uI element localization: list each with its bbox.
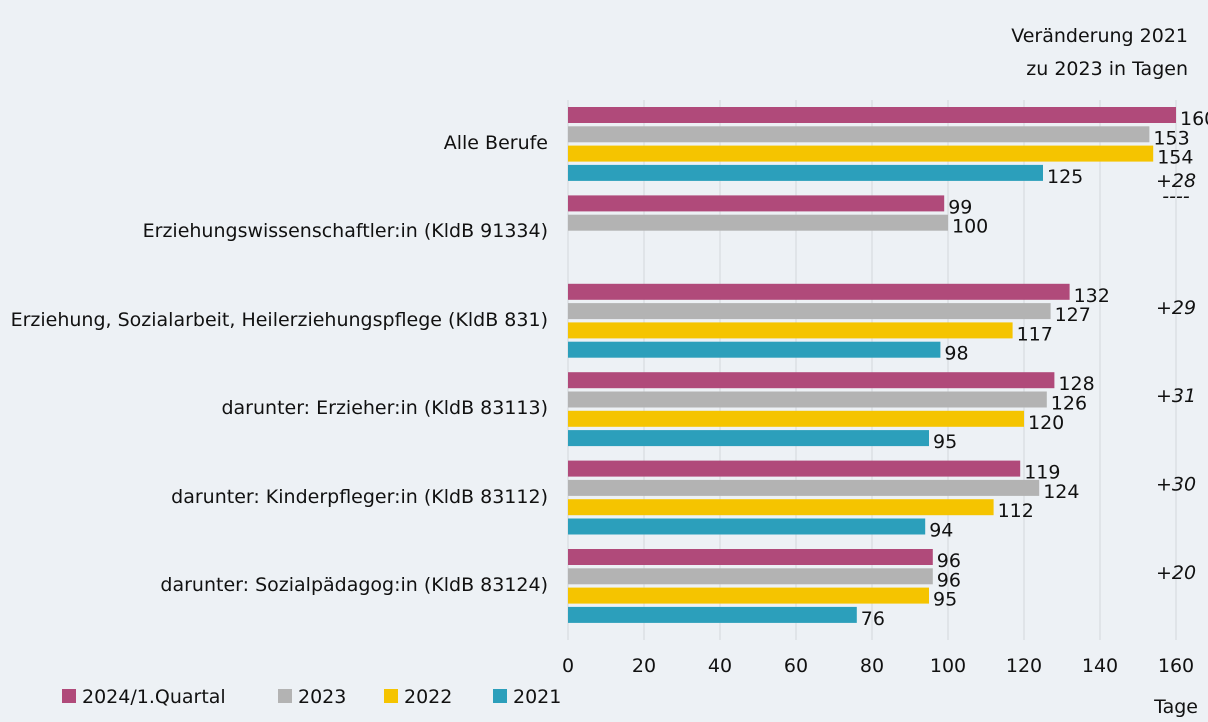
x-axis-label: Tage: [1153, 696, 1198, 718]
category-label: darunter: Erzieher:in (KldB 83113): [221, 393, 548, 423]
bar: [568, 410, 1024, 427]
bar: [568, 107, 1176, 123]
value-label: 76: [861, 608, 885, 630]
bar: [568, 460, 1021, 477]
change-annotation: +28: [1156, 170, 1196, 192]
change-annotation: +29: [1156, 297, 1196, 319]
change-title: Veränderung 2021: [1011, 25, 1188, 47]
bar: [568, 430, 929, 447]
value-label: 132: [1074, 285, 1110, 307]
x-tick-label: 100: [930, 655, 966, 677]
bar: [568, 214, 948, 231]
value-label: 127: [1055, 304, 1091, 326]
value-label: 120: [1028, 412, 1064, 434]
bar: [568, 126, 1150, 143]
category-text: darunter: Sozialpädagog:in (KldB 83124): [160, 574, 548, 596]
value-label: 153: [1153, 127, 1189, 149]
value-label: 95: [933, 431, 957, 453]
category-text: Alle Berufe: [443, 132, 548, 154]
bar: [568, 606, 857, 623]
bar: [568, 283, 1070, 300]
legend-label: 2024/1.Quartal: [82, 686, 226, 708]
value-label: 112: [998, 500, 1034, 522]
bar: [568, 479, 1040, 496]
legend-label: 2021: [513, 686, 561, 708]
value-label: 99: [948, 196, 972, 218]
change-annotation: +31: [1156, 385, 1196, 407]
x-tick-label: 160: [1158, 655, 1194, 677]
value-label: 96: [937, 569, 961, 591]
value-label: 95: [933, 589, 957, 611]
category-text: darunter: Kinderpfleger:in (KldB 83112): [171, 485, 548, 508]
change-annotation: +20: [1156, 562, 1196, 584]
bar: [568, 587, 929, 604]
x-tick-label: 80: [860, 655, 884, 677]
value-label: 126: [1051, 393, 1087, 415]
bar: [568, 303, 1051, 320]
legend-swatch: [62, 689, 76, 703]
x-tick-label: 40: [708, 655, 732, 677]
category-label: Erziehungswissenschaftler:in (KldB 91334…: [143, 216, 548, 246]
bar: [568, 164, 1043, 181]
category-label: Erziehung, Sozialarbeit, Heilerziehungsp…: [11, 305, 548, 335]
x-tick-label: 120: [1006, 655, 1042, 677]
x-tick-label: 140: [1082, 655, 1118, 677]
bar: [568, 145, 1154, 162]
bar: [568, 499, 994, 516]
category-label: darunter: Kinderpfleger:in (KldB 83112): [171, 482, 548, 512]
change-title: zu 2023 in Tagen: [1026, 58, 1188, 80]
category-text: darunter: Erzieher:in (KldB 83113): [221, 397, 548, 420]
bar: [568, 549, 933, 565]
value-label: 124: [1043, 481, 1079, 503]
value-label: 119: [1024, 462, 1060, 484]
x-tick-label: 60: [784, 655, 808, 677]
legend-label: 2023: [298, 686, 346, 708]
value-label: 154: [1157, 147, 1193, 169]
x-tick-label: 20: [632, 655, 656, 677]
bar: [568, 391, 1047, 408]
bar: [568, 322, 1013, 339]
legend-swatch: [384, 689, 398, 703]
change-annotation: ----: [1162, 185, 1190, 207]
value-label: 117: [1017, 323, 1053, 345]
legend-swatch: [278, 689, 292, 703]
value-label: 98: [944, 343, 968, 365]
x-tick-label: 0: [562, 655, 574, 677]
bar: [568, 195, 945, 212]
value-label: 94: [929, 520, 953, 542]
value-label: 100: [952, 216, 988, 238]
category-text: Erziehung, Sozialarbeit, Heilerziehungsp…: [10, 308, 548, 331]
category-label: darunter: Sozialpädagog:in (KldB 83124): [160, 570, 548, 600]
value-label: 125: [1047, 166, 1083, 188]
change-annotation: +30: [1156, 474, 1196, 496]
bar: [568, 568, 933, 585]
bar: [568, 341, 941, 358]
legend-swatch: [493, 689, 507, 703]
legend-label: 2022: [404, 686, 452, 708]
value-label: 160: [1180, 108, 1208, 130]
value-label: 96: [937, 550, 961, 572]
bar: [568, 518, 926, 535]
category-text: Erziehungswissenschaftler:in (KldB 91334…: [142, 220, 548, 243]
value-label: 128: [1058, 373, 1094, 395]
bar: [568, 372, 1055, 389]
category-label: Alle Berufe: [444, 128, 548, 158]
